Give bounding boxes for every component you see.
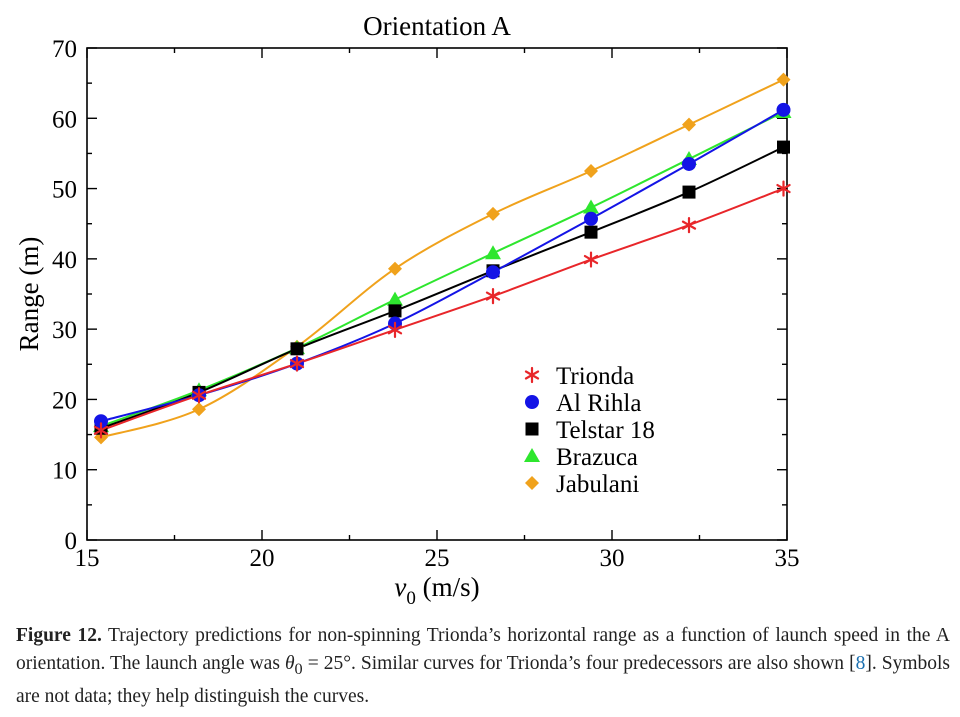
data-point-telstar-18: [777, 140, 790, 154]
series-line-trionda: [100, 187, 784, 432]
data-point-al-rihla: [682, 156, 696, 171]
legend-marker-jabulani: [525, 476, 539, 490]
data-point-brazuca: [485, 245, 501, 260]
caption-label: Figure 12.: [16, 625, 102, 646]
data-point-telstar-18: [682, 185, 696, 199]
series-line-brazuca: [100, 111, 784, 428]
legend-label-jabulani: Jabulani: [556, 471, 639, 498]
y-tick-label: 40: [52, 247, 77, 274]
figure-caption: Figure 12. Trajectory predictions for no…: [16, 622, 950, 711]
legend-label-trionda: Trionda: [556, 363, 634, 390]
data-point-al-rihla: [584, 211, 598, 226]
data-point-al-rihla: [776, 102, 791, 117]
data-point-telstar-18: [388, 304, 402, 318]
legend-marker-brazuca: [524, 448, 540, 462]
data-point-jabulani: [486, 206, 500, 221]
data-point-trionda: [776, 180, 791, 197]
y-tick-label: 30: [52, 317, 77, 344]
data-point-trionda: [485, 288, 501, 305]
y-tick-label: 60: [52, 106, 77, 133]
legend-label-telstar-18: Telstar 18: [556, 417, 655, 444]
legend-label-al-rihla: Al Rihla: [556, 390, 641, 417]
data-point-al-rihla: [486, 265, 500, 280]
data-point-trionda: [387, 321, 403, 338]
data-point-brazuca: [583, 199, 599, 214]
chart-title: Orientation A: [363, 11, 511, 41]
x-axis-label: v0 (m/s): [394, 572, 479, 609]
data-point-jabulani: [192, 402, 206, 417]
caption-theta: θ: [284, 653, 295, 674]
y-tick-label: 50: [52, 177, 77, 204]
data-point-trionda: [191, 387, 207, 404]
data-point-jabulani: [584, 164, 598, 178]
x-tick-label: 15: [75, 545, 100, 572]
x-tick-label: 30: [600, 545, 625, 572]
data-point-trionda: [289, 355, 305, 372]
y-tick-label: 70: [52, 36, 77, 63]
caption-theta-sub: 0: [294, 659, 303, 678]
x-tick-label: 20: [250, 545, 275, 572]
series-line-jabulani: [100, 78, 784, 439]
caption-text-3: ]. Symbols are not data; they help disti…: [16, 653, 950, 707]
legend-marker-trionda: [524, 366, 540, 384]
x-tick-label: 25: [425, 545, 450, 572]
data-point-telstar-18: [290, 342, 304, 356]
plot-area: 15 20 25 30 35 0 10 20 30 40 50 60 70: [52, 36, 800, 572]
legend-marker-telstar-18: [525, 422, 539, 436]
y-tick-label: 10: [52, 458, 77, 485]
caption-text-1: Trajectory predictions for non-spinning …: [16, 625, 950, 674]
y-tick-label: 0: [65, 528, 78, 555]
data-point-trionda: [93, 422, 109, 439]
y-tick-label: 20: [52, 387, 77, 414]
series-line-al-rihla: [100, 108, 784, 423]
x-tick-label: 35: [775, 545, 800, 572]
data-point-trionda: [583, 251, 599, 268]
caption-text-2: = 25°. Similar curves for Trionda’s four…: [302, 653, 856, 674]
range-chart: Orientation A 15 20 25 30 35010203040506070 …: [14, 11, 800, 609]
data-point-brazuca: [387, 291, 403, 306]
data-point-telstar-18: [584, 225, 598, 239]
caption-reference-link[interactable]: 8: [855, 653, 866, 674]
legend-label-brazuca: Brazuca: [556, 444, 638, 471]
data-point-jabulani: [388, 261, 402, 276]
data-point-jabulani: [776, 72, 791, 87]
y-axis-label: Range (m): [14, 237, 44, 352]
data-point-jabulani: [682, 117, 696, 132]
data-point-trionda: [681, 217, 697, 234]
series-line-telstar-18: [100, 146, 784, 430]
legend-marker-al-rihla: [525, 395, 539, 409]
data-point-al-rihla: [94, 414, 108, 429]
